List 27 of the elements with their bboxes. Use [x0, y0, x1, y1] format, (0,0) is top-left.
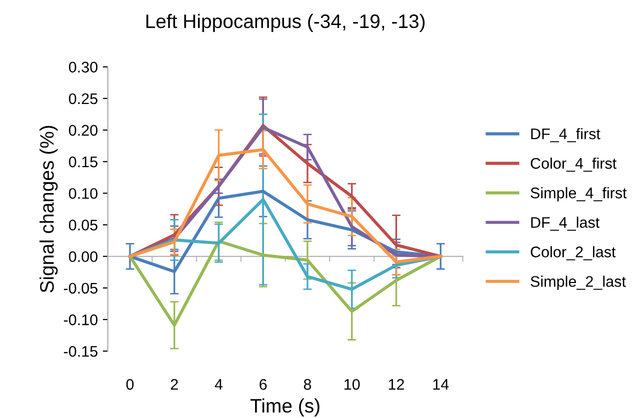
x-tick-label: 0	[126, 379, 134, 390]
y-tick-label: -0.05	[64, 282, 98, 294]
y-tick-label: 0.15	[68, 156, 98, 168]
y-axis-title: Signal changes (%)	[40, 126, 58, 292]
x-tick-label: 8	[304, 379, 312, 390]
y-tick-label: 0.30	[68, 62, 98, 73]
legend-label: DF_4_first	[531, 128, 600, 142]
legend-label: Color_2_last	[530, 246, 616, 260]
chart-title: Left Hippocampus (-34, -19, -13)	[146, 14, 425, 32]
x-tick-label: 14	[433, 379, 449, 390]
x-axis-title: Time (s)	[250, 398, 320, 417]
x-tick-label: 12	[388, 379, 404, 390]
legend-label: Simple_4_first	[530, 187, 627, 202]
x-tick-label: 2	[170, 379, 178, 390]
y-tick-label: 0.20	[68, 124, 98, 136]
y-tick-label: 0.10	[68, 188, 98, 199]
legend-label: Color_4_first	[530, 158, 616, 172]
x-tick-label: 10	[344, 379, 360, 390]
y-tick-label: 0.00	[68, 251, 98, 262]
y-tick-label: -0.15	[64, 346, 98, 357]
y-tick-label: 0.25	[68, 93, 98, 104]
legend-label: DF_4_last	[531, 216, 600, 231]
x-tick-label: 4	[214, 379, 223, 390]
legend-label: Simple_2_last	[530, 276, 626, 290]
y-tick-label: -0.10	[64, 314, 98, 326]
y-tick-label: 0.05	[68, 220, 98, 230]
x-tick-label: 6	[260, 379, 267, 390]
